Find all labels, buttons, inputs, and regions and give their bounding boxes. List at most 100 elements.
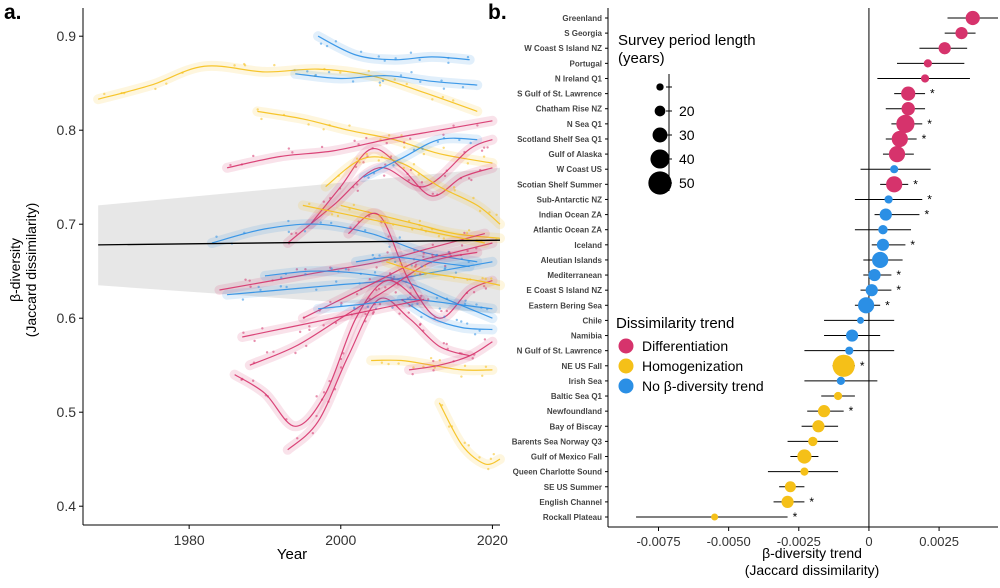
data-point: [409, 51, 413, 54]
data-point: [291, 151, 294, 154]
trend-line-differentiation: [408, 341, 493, 371]
data-point: [436, 140, 440, 144]
data-point: [387, 258, 391, 262]
data-point: [373, 303, 377, 306]
estimate-point: [836, 376, 845, 386]
region-row: Gulf of Alaska: [549, 145, 914, 163]
region-label: Gulf of Alaska: [549, 150, 603, 159]
estimate-point: [955, 27, 968, 40]
data-point: [261, 327, 264, 330]
region-row: Eastern Bering Sea *: [529, 297, 890, 314]
data-point: [265, 351, 269, 354]
data-point: [429, 356, 433, 360]
region-row: Indian Ocean ZA *: [539, 208, 930, 222]
data-point: [364, 312, 367, 316]
data-point: [368, 277, 372, 281]
data-point: [280, 276, 283, 279]
trend-ribbon: [434, 397, 505, 470]
data-point: [431, 255, 434, 259]
data-point: [290, 232, 293, 236]
data-point: [215, 235, 218, 238]
estimate-point: [812, 420, 825, 433]
estimate-point: [781, 495, 794, 508]
trend-line-homogenization: [98, 65, 478, 112]
data-point: [482, 284, 486, 288]
region-row: Queen Charlotte Sound: [513, 467, 839, 477]
data-point: [460, 352, 463, 355]
data-point: [373, 271, 377, 274]
data-point: [357, 143, 360, 146]
data-point: [229, 163, 232, 167]
panel-b-label: b.: [488, 1, 507, 24]
data-point: [464, 299, 467, 302]
trend-line-none: [355, 256, 470, 268]
region-label: Mediterranean: [547, 271, 602, 280]
estimate-point: [876, 238, 890, 251]
trend-line-differentiation: [347, 212, 493, 319]
y-tick-label: 0.9: [57, 28, 77, 44]
data-point: [487, 467, 490, 471]
data-point: [336, 214, 340, 218]
data-point: [348, 208, 351, 211]
data-point: [389, 155, 393, 158]
region-label: S Georgia: [564, 29, 602, 38]
region-row: E Coast S Island NZ *: [526, 283, 901, 297]
data-point: [294, 351, 297, 355]
region-row: Chatham Rise NZ: [536, 102, 926, 116]
data-point: [314, 73, 317, 77]
data-point: [391, 278, 394, 281]
estimate-point: [865, 284, 878, 297]
data-point: [344, 268, 348, 271]
trend-line-none: [227, 261, 493, 296]
data-point: [322, 200, 326, 203]
data-point: [243, 64, 247, 67]
x-tick-label: 1980: [174, 532, 205, 548]
data-point: [308, 325, 311, 328]
region-label: Portugal: [570, 59, 602, 68]
region-label: Queen Charlotte Sound: [513, 468, 602, 477]
data-point: [358, 161, 361, 164]
data-point: [481, 276, 484, 280]
data-point: [378, 84, 382, 87]
data-point: [431, 253, 434, 257]
data-point: [419, 272, 422, 276]
data-point: [377, 55, 381, 58]
region-row: Irish Sea: [569, 376, 878, 386]
significance-marker: *: [849, 404, 854, 418]
region-label: W Coast US: [557, 165, 603, 174]
region-label: Atlantic Ocean ZA: [533, 226, 602, 235]
data-point: [424, 273, 427, 276]
trend-line-differentiation: [234, 279, 417, 427]
data-point: [470, 178, 473, 182]
trend-line-differentiation: [226, 120, 493, 169]
size-legend-label: 40: [679, 151, 695, 167]
data-point: [475, 303, 478, 306]
data-point: [418, 58, 421, 62]
data-point: [340, 301, 343, 305]
data-point: [447, 425, 451, 428]
estimate-point: [833, 391, 843, 401]
data-point: [378, 303, 382, 306]
data-point: [466, 55, 470, 59]
significance-marker: *: [793, 510, 798, 524]
trend-line-homogenization: [257, 110, 493, 164]
region-label: Aleutian Islands: [541, 256, 603, 265]
data-point: [416, 302, 419, 306]
data-point: [322, 324, 325, 327]
data-point: [483, 338, 487, 341]
data-point: [442, 87, 446, 90]
data-point: [422, 152, 426, 156]
data-point: [440, 309, 443, 313]
data-point: [422, 252, 425, 255]
b-x-tick-label: -0.0025: [777, 534, 821, 549]
data-point: [422, 255, 425, 259]
data-point: [387, 235, 390, 238]
data-point: [353, 139, 356, 143]
data-point: [259, 288, 262, 292]
data-point: [253, 339, 256, 343]
data-point: [488, 211, 491, 214]
panel-a-ylabel-line2: (Jaccard dissimilarity): [23, 203, 39, 338]
size-legend-label: 20: [679, 103, 695, 119]
data-point: [471, 357, 474, 360]
